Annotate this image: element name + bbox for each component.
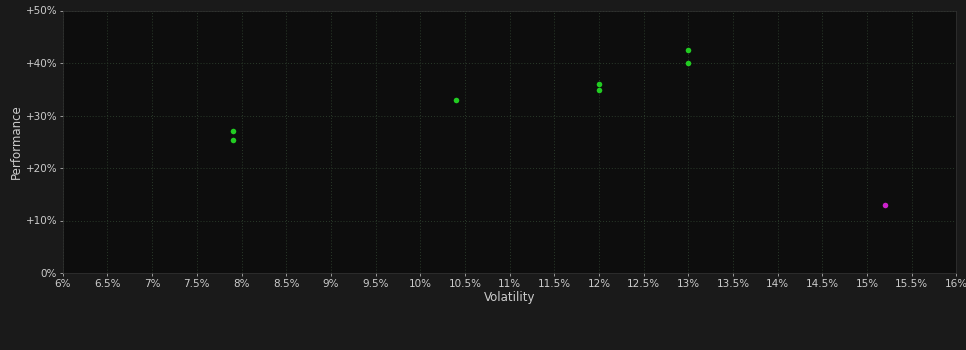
Point [877,202,893,208]
Point [681,60,696,66]
X-axis label: Volatility: Volatility [484,291,535,304]
Point [448,97,464,103]
Y-axis label: Performance: Performance [10,104,23,179]
Point [225,128,241,134]
Point [681,47,696,52]
Point [225,138,241,143]
Point [591,81,607,87]
Point [591,88,607,93]
